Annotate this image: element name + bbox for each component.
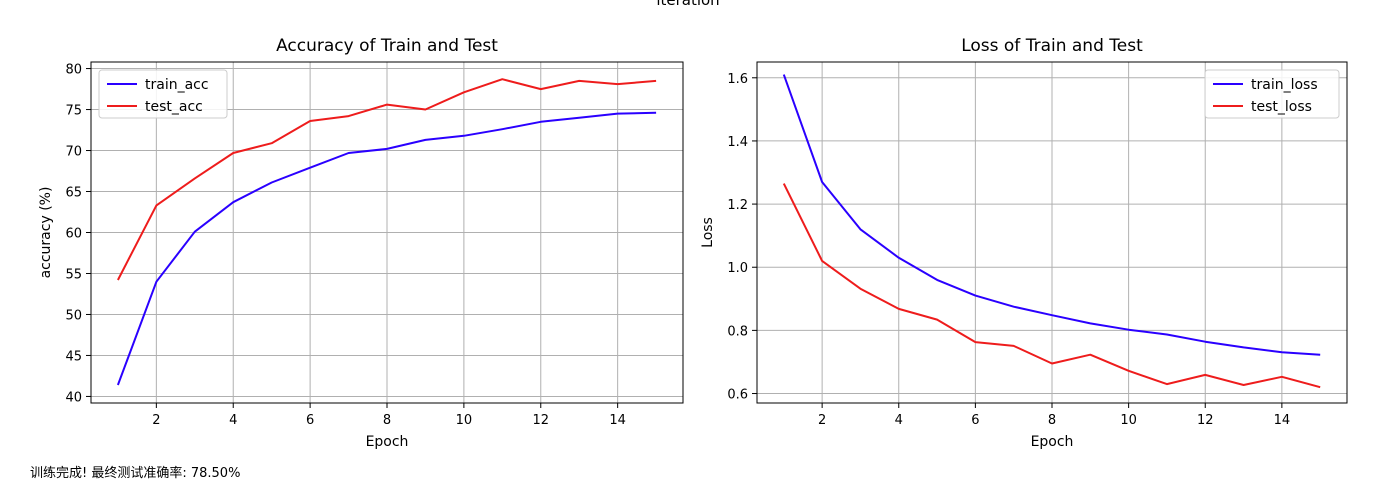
x-tick-label: 8 <box>383 413 391 428</box>
y-tick-label: 80 <box>65 63 82 78</box>
y-tick-label: 0.6 <box>727 388 748 403</box>
y-tick-label: 65 <box>65 186 82 201</box>
loss-chart: 2 4 6 8 10 12 14 0.6 0.8 1.0 1.2 1.4 1.6 Loss of Trai… <box>700 36 1348 450</box>
legend-label-train_acc: train_acc <box>145 77 209 93</box>
loss-x-axis-label: Epoch <box>1031 434 1074 450</box>
accuracy-chart-title: Accuracy of Train and Test <box>276 36 498 56</box>
x-tick-label: 12 <box>1197 413 1214 428</box>
series-line-train_loss <box>782 74 1321 356</box>
figure-suptitle: iteration <box>656 0 720 9</box>
legend-label-test_loss: test_loss <box>1251 99 1312 115</box>
x-tick-label: 4 <box>895 413 903 428</box>
y-tick-label: 1.4 <box>727 135 748 150</box>
accuracy-grid <box>91 62 683 403</box>
y-tick-label: 1.6 <box>727 72 748 87</box>
y-tick-label: 75 <box>65 104 82 119</box>
series-line-test_acc <box>117 78 657 281</box>
x-tick-label: 4 <box>229 413 237 428</box>
x-tick-label: 6 <box>971 413 979 428</box>
series-line-test_loss <box>782 183 1321 389</box>
x-tick-label: 14 <box>1274 413 1291 428</box>
y-tick-label: 70 <box>65 145 82 160</box>
loss-chart-title: Loss of Train and Test <box>961 36 1143 56</box>
training-status-text: 训练完成! 最终测试准确率: 78.50% <box>30 466 241 481</box>
y-tick-label: 0.8 <box>727 324 748 339</box>
accuracy-legend: train_acc test_acc <box>98 69 228 119</box>
y-tick-label: 40 <box>65 390 82 405</box>
x-tick-label: 2 <box>152 413 160 428</box>
legend-label-train_loss: train_loss <box>1251 77 1318 93</box>
x-tick-label: 14 <box>609 413 626 428</box>
loss-y-axis-label: Loss <box>700 217 716 248</box>
y-tick-label: 1.2 <box>727 198 748 213</box>
accuracy-y-axis-label: accuracy (%) <box>38 187 54 279</box>
y-tick-label: 55 <box>65 267 82 282</box>
y-tick-label: 45 <box>65 349 82 364</box>
accuracy-x-axis-label: Epoch <box>366 434 409 450</box>
y-tick-label: 1.0 <box>727 261 748 276</box>
accuracy-chart: 2 4 6 8 10 12 14 40 45 50 55 60 65 70 75 80 Accuracy of … <box>38 36 684 450</box>
x-tick-label: 8 <box>1048 413 1056 428</box>
x-tick-label: 10 <box>1120 413 1137 428</box>
loss-legend: train_loss test_loss <box>1204 69 1340 119</box>
series-line-train_acc <box>116 111 657 386</box>
x-tick-label: 12 <box>532 413 549 428</box>
x-tick-label: 6 <box>306 413 314 428</box>
x-tick-label: 2 <box>818 413 826 428</box>
legend-label-test_acc: test_acc <box>145 99 203 115</box>
y-tick-label: 60 <box>65 227 82 242</box>
x-tick-label: 10 <box>456 413 473 428</box>
y-tick-label: 50 <box>65 308 82 323</box>
